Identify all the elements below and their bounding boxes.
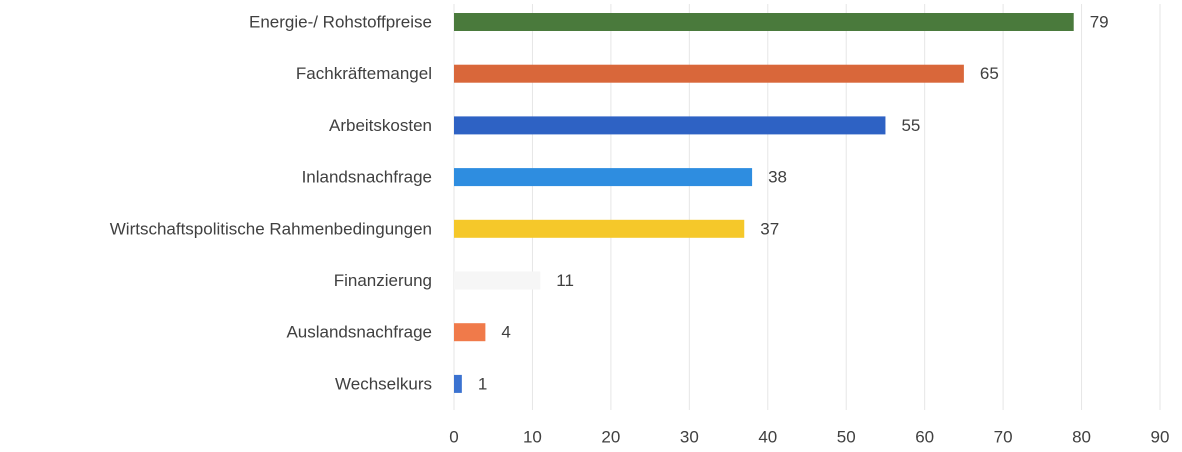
x-tick-label: 40 — [758, 427, 777, 446]
data-label: 79 — [1090, 12, 1109, 31]
bar — [454, 116, 886, 135]
data-label: 11 — [556, 271, 574, 290]
y-tick-label: Wechselkurs — [335, 374, 432, 393]
bar — [454, 374, 462, 393]
data-label: 37 — [760, 219, 779, 238]
data-label: 55 — [901, 116, 920, 135]
bar — [454, 64, 964, 83]
data-label: 4 — [501, 323, 510, 342]
x-tick-label: 60 — [915, 427, 934, 446]
x-tick-label: 20 — [601, 427, 620, 446]
x-tick-label: 70 — [994, 427, 1013, 446]
y-tick-label: Energie-/ Rohstoffpreise — [249, 12, 432, 31]
data-label: 65 — [980, 64, 999, 83]
y-tick-label: Wirtschaftspolitische Rahmenbedingungen — [110, 219, 432, 238]
x-tick-label: 80 — [1072, 427, 1091, 446]
y-tick-label: Finanzierung — [334, 271, 432, 290]
x-tick-label: 30 — [680, 427, 699, 446]
data-label: 38 — [768, 168, 787, 187]
bar — [454, 13, 1074, 31]
x-tick-label: 10 — [523, 427, 542, 446]
x-tick-label: 90 — [1151, 427, 1170, 446]
y-tick-label: Auslandsnachfrage — [286, 323, 432, 342]
y-tick-label: Fachkräftemangel — [296, 64, 432, 83]
bar — [454, 323, 486, 342]
x-tick-label: 0 — [449, 427, 458, 446]
bar — [454, 219, 745, 238]
y-tick-label: Inlandsnachfrage — [302, 168, 432, 187]
y-tick-label: Arbeitskosten — [329, 116, 432, 135]
data-label: 1 — [478, 374, 487, 393]
bar — [454, 271, 541, 290]
bar — [454, 168, 753, 187]
x-tick-label: 50 — [837, 427, 856, 446]
